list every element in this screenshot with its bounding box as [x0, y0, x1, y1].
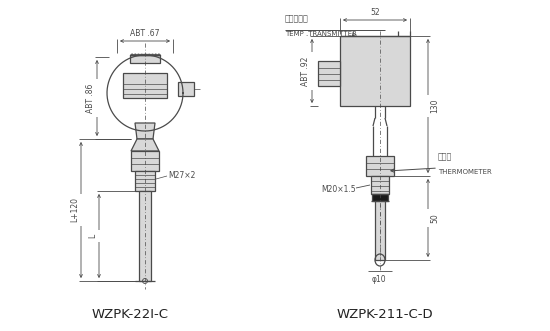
Bar — [135, 171, 155, 191]
Bar — [366, 156, 394, 176]
Bar — [375, 201, 385, 260]
Text: 50: 50 — [430, 213, 439, 223]
Bar — [131, 151, 159, 171]
Text: ABT .67: ABT .67 — [130, 29, 160, 38]
Text: 130: 130 — [430, 99, 439, 113]
Text: ABT .86: ABT .86 — [86, 83, 95, 113]
Text: WZPK-211-C-D: WZPK-211-C-D — [337, 308, 433, 321]
Text: 52: 52 — [370, 8, 380, 17]
Polygon shape — [135, 123, 155, 139]
Bar — [318, 61, 340, 86]
Bar — [130, 55, 160, 63]
Text: TEMP .TRANSMITTER: TEMP .TRANSMITTER — [285, 31, 357, 37]
Text: M27×2: M27×2 — [168, 170, 195, 179]
Bar — [340, 36, 410, 106]
Bar — [139, 191, 151, 281]
Text: M20×1.5: M20×1.5 — [321, 184, 356, 194]
Text: THERMOMETER: THERMOMETER — [438, 169, 492, 175]
Text: φ10: φ10 — [372, 274, 387, 283]
Text: L: L — [88, 234, 97, 238]
Text: WZPK-22I-C: WZPK-22I-C — [91, 308, 168, 321]
Bar — [371, 176, 389, 194]
Polygon shape — [131, 139, 159, 151]
Text: 温度传感器: 温度传感器 — [285, 14, 309, 23]
Text: ABT .92: ABT .92 — [301, 56, 310, 86]
Text: L+120: L+120 — [70, 198, 79, 222]
Bar — [123, 73, 167, 98]
Bar — [178, 82, 194, 96]
Bar — [372, 194, 388, 201]
Text: 温度计: 温度计 — [438, 152, 452, 161]
